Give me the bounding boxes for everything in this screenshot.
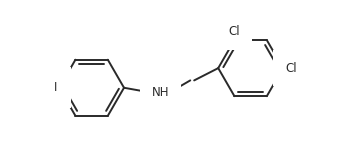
Text: Cl: Cl: [229, 25, 240, 38]
Text: I: I: [54, 81, 57, 94]
Text: NH: NH: [152, 86, 169, 99]
Text: Cl: Cl: [285, 62, 296, 75]
